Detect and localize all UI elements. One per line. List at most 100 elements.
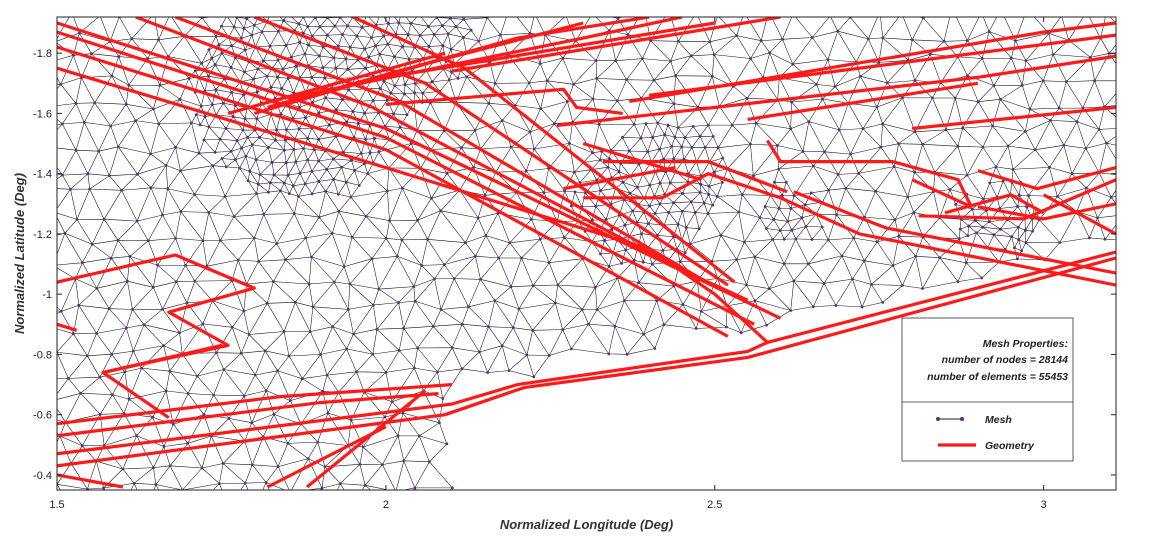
- mesh-node: [632, 123, 636, 126]
- mesh-node: [402, 326, 405, 330]
- mesh-node: [804, 225, 808, 228]
- mesh-edges: [57, 17, 1116, 490]
- mesh-node: [875, 240, 879, 244]
- mesh-node: [90, 242, 94, 246]
- mesh-node: [532, 375, 536, 379]
- mesh-node: [268, 181, 272, 185]
- mesh-node: [999, 8, 1002, 11]
- mesh-node: [82, 121, 86, 124]
- mesh-node: [662, 323, 666, 327]
- mesh-node: [41, 145, 44, 148]
- mesh-node: [764, 227, 768, 230]
- mesh-node: [773, 180, 776, 184]
- mesh-node: [892, 165, 896, 169]
- mesh-node: [460, 146, 463, 150]
- mesh-node: [573, 190, 577, 194]
- mesh-node: [477, 39, 480, 43]
- mesh-node: [135, 434, 139, 438]
- geometry-polyline: [57, 322, 78, 332]
- mesh-node: [33, 307, 36, 310]
- mesh-node: [310, 2, 313, 5]
- mesh-node: [1015, 257, 1019, 261]
- geometry-polyline: [766, 139, 973, 208]
- geometry-polyline: [944, 193, 1045, 215]
- mesh-node: [164, 164, 168, 167]
- mesh-node: [255, 90, 259, 94]
- mesh-node: [877, 61, 881, 64]
- mesh-node: [284, 161, 288, 165]
- mesh-node: [631, 209, 635, 213]
- mesh-node: [388, 219, 391, 223]
- mesh-node: [520, 256, 523, 260]
- mesh-node: [450, 346, 454, 350]
- mesh-node: [392, 112, 395, 116]
- mesh-node: [604, 218, 608, 221]
- mesh-node: [693, 211, 697, 214]
- mesh-node: [154, 483, 158, 486]
- mesh-node: [121, 509, 124, 512]
- mesh-node: [363, 483, 367, 487]
- mesh-node: [368, 151, 372, 155]
- mesh-node: [72, 53, 75, 57]
- mesh-node: [207, 48, 211, 52]
- mesh-node: [40, 377, 43, 380]
- mesh-node: [1109, 195, 1113, 199]
- mesh-node: [227, 417, 231, 420]
- mesh-node: [229, 66, 233, 69]
- mesh-node: [430, 80, 434, 84]
- mesh-node: [1127, 127, 1130, 130]
- mesh-node: [307, 43, 310, 47]
- mesh-node: [1062, 143, 1066, 147]
- mesh-node: [200, 17, 204, 20]
- mesh-node: [212, 393, 216, 397]
- x-tick-label: 2.5: [707, 499, 722, 511]
- mesh-node: [879, 145, 883, 149]
- mesh-node: [445, 171, 449, 175]
- mesh-node: [272, 173, 276, 177]
- mesh-node: [270, 161, 274, 164]
- mesh-node: [234, 158, 237, 162]
- mesh-node: [921, 287, 924, 290]
- mesh-node: [313, 148, 316, 152]
- mesh-node: [336, 192, 340, 196]
- mesh-node: [390, 11, 393, 14]
- mesh-node: [250, 421, 254, 425]
- mesh-node: [684, 226, 688, 230]
- mesh-node: [341, 150, 345, 154]
- mesh-node: [297, 195, 300, 198]
- mesh-node: [250, 463, 254, 467]
- mesh-node: [378, 52, 382, 56]
- mesh-node: [607, 352, 611, 356]
- mesh-node: [511, 326, 515, 330]
- mesh-node: [982, 197, 985, 201]
- geometry-polyline: [977, 202, 1116, 221]
- mesh-node: [528, 31, 532, 35]
- mesh-node: [197, 151, 201, 155]
- mesh-node: [676, 39, 680, 43]
- mesh-node: [833, 85, 837, 88]
- mesh-node: [317, 215, 321, 219]
- geometry-polyline: [793, 190, 1116, 275]
- mesh-node: [418, 33, 422, 37]
- mesh-node: [1107, 51, 1111, 55]
- mesh-node: [250, 33, 254, 37]
- mesh-node: [149, 152, 153, 156]
- mesh-node: [913, 79, 917, 82]
- mesh-node: [749, 57, 752, 60]
- mesh-node: [479, 277, 482, 281]
- mesh-node: [260, 30, 264, 34]
- mesh-node: [127, 83, 131, 87]
- geometry-polyline: [629, 21, 1116, 103]
- mesh-node: [538, 62, 542, 65]
- geometry-polyline: [57, 250, 1116, 456]
- mesh-node: [753, 299, 757, 303]
- mesh-node: [373, 137, 376, 140]
- mesh-node: [61, 173, 64, 177]
- mesh-node: [331, 325, 334, 329]
- mesh-node: [242, 93, 246, 97]
- mesh-node: [187, 76, 191, 80]
- mesh-node: [345, 347, 348, 351]
- mesh-node: [307, 282, 311, 286]
- mesh-node: [765, 323, 768, 327]
- mesh-node: [1126, 80, 1129, 83]
